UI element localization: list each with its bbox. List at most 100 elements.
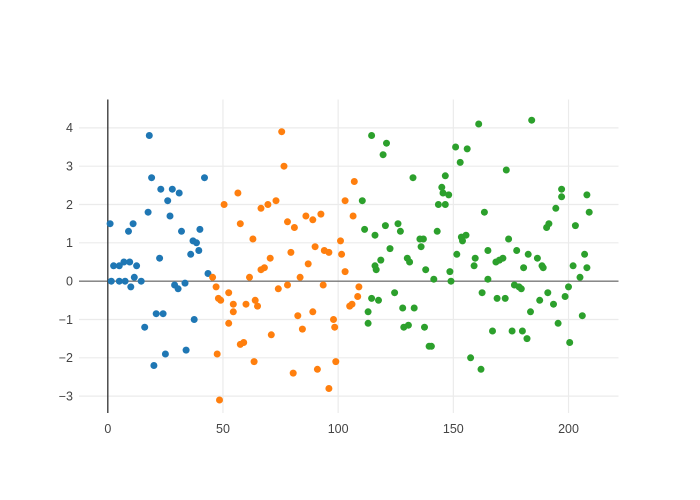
scatter-point-trace-0[interactable] [107,277,115,285]
scatter-point-trace-1[interactable] [311,243,319,251]
scatter-point-trace-1[interactable] [289,369,297,377]
scatter-point-trace-2[interactable] [499,254,507,262]
scatter-point-trace-0[interactable] [195,247,203,254]
scatter-point-trace-0[interactable] [129,220,137,228]
scatter-point-trace-0[interactable] [174,285,182,293]
scatter-point-trace-2[interactable] [430,275,438,283]
scatter-point-trace-0[interactable] [201,174,208,182]
scatter-point-trace-2[interactable] [409,174,417,182]
scatter-point-trace-2[interactable] [513,247,521,254]
scatter-point-trace-0[interactable] [161,350,169,358]
scatter-point-trace-2[interactable] [368,132,376,139]
scatter-point-trace-2[interactable] [545,220,553,228]
scatter-point-trace-0[interactable] [126,258,134,266]
scatter-point-trace-2[interactable] [502,166,510,174]
scatter-point-trace-2[interactable] [375,296,382,304]
scatter-point-trace-2[interactable] [544,289,552,297]
scatter-point-trace-2[interactable] [462,231,470,239]
scatter-point-trace-1[interactable] [331,323,339,331]
scatter-point-trace-1[interactable] [284,218,291,226]
scatter-point-trace-0[interactable] [141,323,149,331]
scatter-point-trace-2[interactable] [517,285,525,293]
scatter-point-trace-2[interactable] [453,250,461,258]
scatter-point-trace-2[interactable] [463,145,471,153]
scatter-point-trace-2[interactable] [478,289,486,297]
scatter-point-trace-0[interactable] [127,283,135,291]
scatter-point-trace-1[interactable] [313,365,321,373]
scatter-point-trace-2[interactable] [569,262,577,270]
scatter-point-trace-1[interactable] [341,268,349,276]
scatter-point-trace-2[interactable] [558,193,566,201]
scatter-point-trace-1[interactable] [225,289,233,297]
scatter-point-trace-0[interactable] [150,362,158,369]
scatter-point-trace-1[interactable] [234,189,242,197]
scatter-point-trace-1[interactable] [278,128,286,136]
scatter-point-trace-0[interactable] [130,273,138,281]
scatter-point-trace-1[interactable] [302,212,310,220]
scatter-point-trace-1[interactable] [236,220,244,228]
scatter-point-trace-1[interactable] [309,216,317,224]
scatter-point-trace-1[interactable] [332,358,340,366]
scatter-point-trace-2[interactable] [558,185,566,193]
scatter-point-trace-2[interactable] [505,235,513,243]
scatter-point-trace-1[interactable] [274,285,282,293]
scatter-point-trace-2[interactable] [571,222,579,230]
scatter-point-trace-1[interactable] [267,331,275,339]
scatter-point-trace-2[interactable] [417,243,425,251]
scatter-point-trace-0[interactable] [168,185,176,193]
scatter-point-trace-2[interactable] [368,294,376,302]
scatter-point-trace-2[interactable] [470,262,478,270]
scatter-point-trace-1[interactable] [355,283,363,291]
scatter-point-trace-2[interactable] [372,266,380,274]
scatter-point-trace-2[interactable] [456,158,464,166]
scatter-point-trace-2[interactable] [434,201,442,208]
scatter-point-trace-0[interactable] [115,262,123,270]
scatter-point-trace-1[interactable] [260,264,268,272]
scatter-point-trace-1[interactable] [350,178,358,185]
scatter-point-trace-1[interactable] [338,250,346,258]
scatter-point-trace-0[interactable] [190,316,198,323]
scatter-point-trace-0[interactable] [166,212,174,220]
scatter-point-trace-0[interactable] [182,346,190,354]
scatter-point-trace-2[interactable] [467,354,475,362]
scatter-point-trace-1[interactable] [309,308,317,316]
scatter-point-trace-2[interactable] [484,275,492,283]
scatter-point-trace-0[interactable] [145,132,153,139]
scatter-point-trace-1[interactable] [304,260,312,268]
scatter-point-trace-0[interactable] [193,239,200,247]
scatter-point-trace-2[interactable] [394,220,402,228]
scatter-point-trace-2[interactable] [433,227,441,235]
scatter-point-trace-2[interactable] [583,264,591,272]
scatter-point-trace-1[interactable] [319,281,327,289]
scatter-point-trace-1[interactable] [296,273,304,281]
scatter-point-trace-2[interactable] [508,327,516,335]
scatter-point-trace-2[interactable] [528,116,536,124]
scatter-point-trace-0[interactable] [152,310,160,318]
scatter-point-trace-1[interactable] [216,396,223,404]
scatter-point-trace-2[interactable] [404,321,412,329]
scatter-point-trace-1[interactable] [349,212,357,220]
scatter-point-trace-1[interactable] [229,308,237,316]
scatter-point-trace-0[interactable] [157,185,165,193]
scatter-point-trace-2[interactable] [566,339,574,346]
scatter-point-trace-0[interactable] [164,197,172,205]
scatter-point-trace-2[interactable] [565,283,572,291]
scatter-point-trace-2[interactable] [383,139,390,147]
scatter-point-trace-1[interactable] [294,312,302,320]
scatter-point-trace-0[interactable] [121,277,129,285]
scatter-point-trace-0[interactable] [120,258,128,266]
scatter-point-trace-2[interactable] [518,327,526,335]
scatter-point-trace-2[interactable] [493,294,501,302]
scatter-point-trace-2[interactable] [377,256,385,264]
scatter-point-trace-1[interactable] [348,300,356,308]
scatter-point-trace-2[interactable] [523,335,531,343]
scatter-point-trace-2[interactable] [471,254,479,262]
scatter-point-trace-1[interactable] [354,293,362,300]
scatter-point-trace-2[interactable] [520,264,528,272]
scatter-point-trace-0[interactable] [148,174,156,182]
scatter-point-trace-1[interactable] [287,248,295,256]
scatter-point-trace-2[interactable] [539,264,547,272]
scatter-point-trace-2[interactable] [527,308,534,316]
scatter-point-trace-1[interactable] [330,316,337,323]
scatter-point-trace-1[interactable] [209,273,217,281]
